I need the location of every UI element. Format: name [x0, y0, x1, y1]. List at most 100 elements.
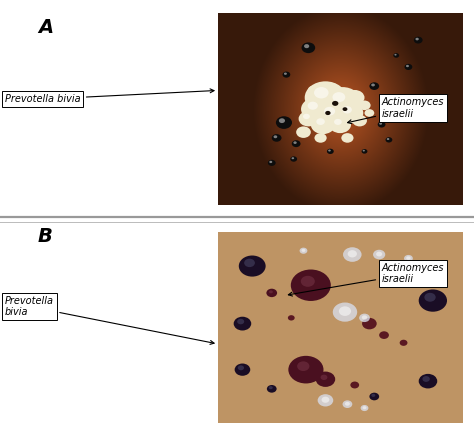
Text: A: A [38, 18, 53, 37]
Circle shape [363, 406, 366, 409]
Circle shape [301, 97, 330, 121]
Circle shape [379, 123, 382, 125]
Circle shape [284, 72, 287, 75]
Circle shape [337, 102, 363, 123]
Circle shape [244, 259, 255, 267]
Circle shape [292, 157, 294, 159]
Circle shape [305, 81, 346, 114]
Circle shape [345, 402, 350, 406]
Circle shape [269, 290, 273, 293]
Circle shape [316, 118, 325, 125]
Circle shape [324, 87, 361, 116]
Circle shape [394, 54, 397, 56]
Circle shape [343, 107, 347, 111]
Circle shape [352, 115, 367, 127]
Circle shape [371, 394, 375, 397]
Circle shape [362, 149, 367, 153]
Text: B: B [38, 227, 53, 246]
Circle shape [363, 150, 365, 152]
Circle shape [320, 375, 328, 380]
Circle shape [358, 101, 371, 110]
Circle shape [378, 121, 385, 127]
Circle shape [266, 289, 277, 297]
Circle shape [239, 255, 265, 277]
Circle shape [345, 90, 365, 105]
Circle shape [365, 109, 374, 117]
Circle shape [291, 269, 331, 301]
Circle shape [419, 289, 447, 312]
Circle shape [304, 44, 309, 48]
Circle shape [334, 119, 342, 125]
Circle shape [296, 127, 311, 138]
Circle shape [308, 102, 318, 110]
Circle shape [422, 376, 430, 382]
Circle shape [314, 133, 327, 143]
Circle shape [314, 87, 328, 98]
Circle shape [385, 137, 392, 142]
Circle shape [371, 83, 375, 86]
Circle shape [325, 111, 330, 115]
Circle shape [234, 317, 251, 330]
Circle shape [339, 306, 351, 316]
Circle shape [318, 394, 333, 407]
Circle shape [419, 374, 437, 389]
Circle shape [308, 86, 319, 94]
Circle shape [293, 141, 297, 144]
Circle shape [404, 64, 412, 70]
Circle shape [300, 248, 307, 254]
Circle shape [400, 340, 408, 346]
Circle shape [303, 114, 310, 119]
Circle shape [350, 381, 359, 389]
Circle shape [341, 133, 354, 143]
Circle shape [237, 319, 244, 324]
Circle shape [290, 157, 297, 162]
Circle shape [299, 111, 318, 127]
Circle shape [301, 249, 305, 252]
Circle shape [238, 365, 244, 370]
Circle shape [347, 250, 357, 258]
Circle shape [269, 386, 273, 389]
Circle shape [321, 396, 329, 403]
Circle shape [362, 315, 367, 320]
Circle shape [404, 255, 413, 262]
Circle shape [279, 118, 285, 123]
Circle shape [324, 107, 335, 116]
Circle shape [283, 71, 290, 78]
Circle shape [414, 37, 423, 44]
Circle shape [379, 331, 389, 339]
Circle shape [267, 385, 277, 392]
Circle shape [317, 102, 349, 127]
Circle shape [424, 293, 436, 302]
Circle shape [328, 149, 331, 152]
Circle shape [311, 115, 335, 134]
Circle shape [332, 101, 338, 106]
Circle shape [373, 250, 385, 259]
Circle shape [329, 116, 351, 133]
Circle shape [376, 252, 382, 257]
Circle shape [327, 149, 334, 154]
Circle shape [316, 372, 335, 387]
Circle shape [321, 82, 339, 97]
Circle shape [362, 318, 377, 329]
Circle shape [297, 361, 310, 371]
Circle shape [273, 135, 277, 138]
Circle shape [415, 38, 419, 41]
Circle shape [343, 106, 352, 113]
Circle shape [343, 247, 362, 262]
Circle shape [393, 53, 399, 58]
Circle shape [272, 134, 282, 142]
Circle shape [269, 161, 272, 163]
Circle shape [369, 82, 379, 90]
Text: Prevotella bivia: Prevotella bivia [5, 89, 214, 104]
Circle shape [301, 276, 315, 287]
Circle shape [292, 140, 301, 147]
Text: Actinomyces
israelii: Actinomyces israelii [288, 263, 444, 296]
Circle shape [235, 363, 250, 376]
Text: Actinomyces
israelii: Actinomyces israelii [347, 97, 444, 123]
Text: Prevotella
bivia: Prevotella bivia [5, 296, 214, 344]
Circle shape [332, 92, 345, 102]
Circle shape [406, 65, 409, 67]
Circle shape [288, 315, 295, 321]
Circle shape [387, 138, 389, 140]
Circle shape [361, 405, 368, 411]
